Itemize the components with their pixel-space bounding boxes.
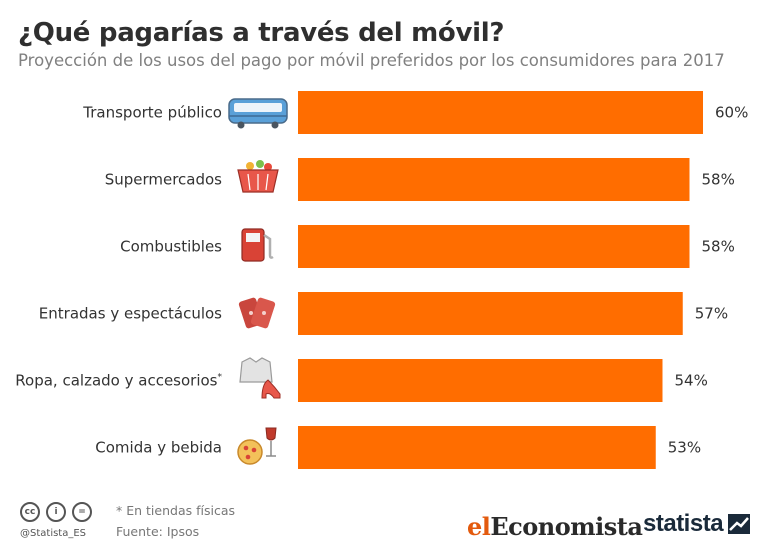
by-icon: i <box>46 502 66 522</box>
statista-handle: @Statista_ES <box>20 528 87 539</box>
pizza-wine-icon <box>237 427 277 465</box>
value-label: 58% <box>702 171 735 189</box>
chart-title: ¿Qué pagarías a través del móvil? <box>18 18 505 48</box>
basket-icon <box>237 160 279 193</box>
clothing-icon <box>239 357 281 399</box>
statista-logo: statista <box>643 510 724 537</box>
value-label: 57% <box>695 305 728 323</box>
category-label: Ropa, calzado y accesorios* <box>15 372 222 390</box>
category-label: Entradas y espectáculos <box>39 305 222 323</box>
fuel-pump-icon <box>241 228 274 262</box>
footnote: * En tiendas físicas <box>116 503 235 518</box>
source-note: Fuente: Ipsos <box>116 524 200 539</box>
statista-mark-icon <box>728 514 750 534</box>
bar <box>298 158 690 201</box>
bar <box>298 359 663 402</box>
logo-el: el <box>467 512 491 541</box>
bar <box>298 426 656 469</box>
bar <box>298 91 703 134</box>
nd-icon: = <box>72 502 92 522</box>
value-label: 53% <box>668 439 701 457</box>
tickets-icon <box>238 297 276 329</box>
category-icons <box>228 98 288 465</box>
value-label: 58% <box>702 238 735 256</box>
bar-chart: Transporte público 60% Supermercados 58% Com… <box>15 91 748 469</box>
category-label: Comida y bebida <box>95 439 222 457</box>
bars-group: Transporte público 60% Supermercados 58% Com… <box>15 91 748 469</box>
bus-icon <box>228 98 288 129</box>
value-label: 60% <box>715 104 748 122</box>
bar <box>298 225 690 268</box>
logo-economista: Economista <box>490 512 643 541</box>
value-label: 54% <box>675 372 708 390</box>
eleconomista-logo: elEconomista <box>467 512 643 541</box>
cc-icon: cc <box>20 502 40 522</box>
category-label: Transporte público <box>82 104 222 122</box>
bar <box>298 292 683 335</box>
chart-subtitle: Proyección de los usos del pago por móvi… <box>18 51 725 70</box>
category-label: Combustibles <box>120 238 222 256</box>
category-label: Supermercados <box>105 171 222 189</box>
